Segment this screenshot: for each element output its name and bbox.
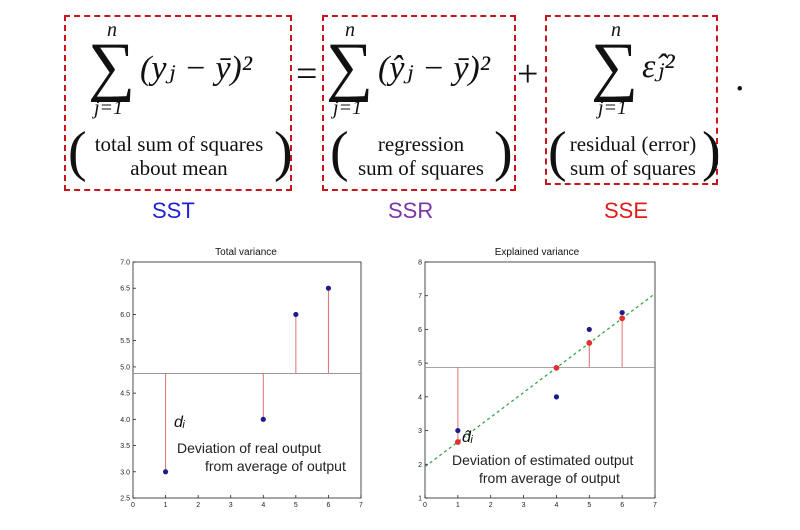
- chart2-x-tick-label: 5: [587, 502, 591, 509]
- chart1-y-tick-label: 4.5: [120, 391, 130, 398]
- sse-sigma-symbol: ∑: [591, 30, 639, 103]
- chart2-y-tick-label: 7: [418, 293, 422, 300]
- chart2-data-point: [455, 427, 461, 434]
- sse-sum-upper: n: [611, 19, 621, 41]
- chart2-data-point: [553, 394, 560, 400]
- chart1-stems: [165, 288, 329, 472]
- sse-note-right-paren: ): [702, 121, 721, 183]
- chart1-y-tick-label: 3.5: [120, 443, 130, 450]
- ssr-note-line1: regression: [377, 132, 465, 156]
- chart2-stems: [457, 318, 623, 443]
- chart1-x-tick-label: 0: [131, 502, 135, 509]
- chart1-data-point: [325, 285, 332, 291]
- chart1-plot-frame: [132, 261, 362, 499]
- chart2-x-tick-label: 3: [522, 502, 526, 509]
- chart1-label-symbol: dᵢ: [174, 414, 186, 431]
- chart1-y-tick-label: 7.0: [120, 260, 130, 267]
- chart1-caption-line1: Deviation of real output: [177, 440, 321, 456]
- chart1-y-tick-label: 5.5: [120, 338, 130, 345]
- chart1-points: [162, 285, 332, 475]
- chart2-x-tick-label: 7: [653, 502, 657, 509]
- chart2-y-tick-label: 6: [418, 327, 422, 334]
- chart2-y-tick-label: 4: [418, 394, 422, 401]
- ssr-sum-upper: n: [345, 19, 355, 41]
- chart2-fitted-point: [586, 340, 593, 346]
- sst-note-left-paren: (: [68, 121, 87, 183]
- sse-box: [545, 15, 718, 185]
- sst-box: [64, 15, 292, 191]
- chart2-label-symbol: d̂ᵢ: [462, 429, 474, 446]
- chart2-title: Explained variance: [495, 247, 580, 258]
- chart2-points: [454, 309, 626, 445]
- sst-sum-lower: j=1: [94, 97, 124, 119]
- chart2-y-tick-label: 3: [418, 428, 422, 435]
- chart1-y-tick-label: 2.5: [120, 496, 130, 503]
- chart1-y-tick-label: 3.0: [120, 469, 130, 476]
- sse-note: residual (error) sum of squares: [562, 132, 704, 180]
- chart2-data-point: [586, 326, 592, 333]
- chart2-y-tick-label: 5: [418, 361, 422, 368]
- period: .: [735, 57, 745, 99]
- ssr-box: [322, 15, 516, 191]
- chart2-x-tick-label: 1: [456, 502, 460, 509]
- ssr-note-left-paren: (: [330, 121, 349, 183]
- sse-sum-lower: j=1: [598, 97, 628, 119]
- equals-sign: =: [296, 53, 318, 95]
- chart1-y-tick-label: 4.0: [120, 417, 130, 424]
- chart2-caption-line1: Deviation of estimated output: [452, 452, 633, 468]
- sst-term: (yⱼ − ȳ)²: [140, 50, 252, 87]
- chart1-x-tick-label: 4: [261, 502, 265, 509]
- chart1-caption-line2: from average of output: [205, 458, 346, 474]
- chart1-data-point: [293, 311, 299, 318]
- ssr-term: (ŷⱼ − ȳ)²: [378, 50, 490, 87]
- chart1-x-tick-label: 3: [229, 502, 233, 509]
- ssr-tag: SSR: [388, 198, 434, 223]
- chart1-x-tick-label: 2: [196, 502, 200, 509]
- chart1-x-tick-label: 7: [359, 502, 363, 509]
- sse-note-line2: sum of squares: [570, 156, 696, 180]
- chart1-x-tick-label: 5: [294, 502, 298, 509]
- chart2-x-tick-label: 6: [620, 502, 624, 509]
- chart2-x-tick-label: 2: [489, 502, 493, 509]
- plus-sign: +: [517, 53, 539, 95]
- chart1-data-point: [162, 469, 169, 475]
- sst-sigma-symbol: ∑: [88, 30, 136, 103]
- sst-note-line1: total sum of squares: [94, 132, 264, 156]
- chart1-y-tick-label: 5.0: [120, 364, 130, 371]
- chart1-x-tick-label: 6: [326, 502, 330, 509]
- chart1-x-tick-label: 1: [164, 502, 168, 509]
- sst-note-right-paren: ): [274, 121, 293, 183]
- chart1-y-tick-label: 6.0: [120, 312, 130, 319]
- sse-note-line1: residual (error): [569, 132, 697, 156]
- ssr-note: regression sum of squares: [346, 132, 496, 180]
- sse-note-left-paren: (: [548, 121, 567, 183]
- ssr-sigma-symbol: ∑: [326, 30, 374, 103]
- chart2-x-tick-label: 4: [554, 502, 558, 509]
- sse-tag: SSE: [604, 198, 649, 223]
- sse-term: ε̂ⱼ²: [642, 48, 675, 85]
- chart2-fitted-point: [454, 439, 461, 445]
- chart2-y-tick-label: 1: [418, 496, 422, 503]
- ssr-note-right-paren: ): [494, 121, 513, 183]
- sst-note: total sum of squares about mean: [84, 132, 274, 180]
- chart1-ticks: 0 1 2 3 4 5 6 7 2.5 3.0 3.5 4.0 4.5 5.0 5.5 6.0 6.5 7.0: [120, 260, 363, 510]
- chart1-y-tick-label: 6.5: [120, 286, 130, 293]
- chart2-y-tick-label: 2: [418, 462, 422, 469]
- chart2-plot-frame: [424, 261, 656, 499]
- chart1-title: Total variance: [215, 247, 277, 258]
- sst-tag: SST: [152, 198, 195, 223]
- ssr-sum-lower: j=1: [333, 97, 363, 119]
- sst-sum-upper: n: [107, 19, 117, 41]
- chart1-data-point: [260, 416, 266, 422]
- sst-note-line2: about mean: [130, 156, 228, 180]
- chart2-fitted-point: [619, 315, 626, 322]
- chart2-fitted-point: [553, 364, 560, 371]
- chart2-y-tick-label: 8: [418, 260, 422, 267]
- chart2-caption-line2: from average of output: [479, 470, 620, 486]
- chart2-x-tick-label: 0: [423, 502, 427, 509]
- chart2-data-point: [619, 309, 625, 316]
- ssr-note-line2: sum of squares: [358, 156, 484, 180]
